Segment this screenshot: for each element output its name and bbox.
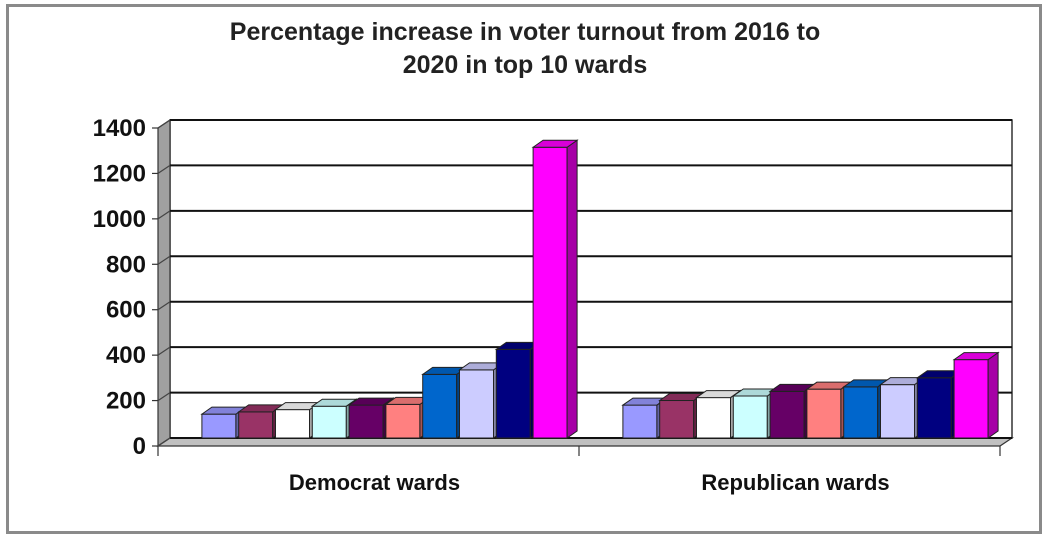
y-axis-ticks: 0 200 400 600 800 1000 1200 1400 xyxy=(93,115,158,460)
y-tick-label: 1400 xyxy=(93,115,146,142)
bar-side xyxy=(566,139,578,439)
bar-front xyxy=(495,348,531,439)
bar-front xyxy=(201,413,237,439)
bar-front xyxy=(459,369,494,439)
bar-front xyxy=(916,377,952,439)
bar-front xyxy=(238,411,274,439)
y-tick-label: 800 xyxy=(106,251,146,278)
gridline-side xyxy=(157,346,171,356)
gridline-side xyxy=(157,210,171,220)
gridline-side xyxy=(157,119,171,129)
y-tick-label: 1000 xyxy=(93,206,146,233)
chart-title-line-1: Percentage increase in voter turnout fro… xyxy=(229,18,821,46)
bar-front xyxy=(532,146,568,439)
bar-top xyxy=(952,352,1000,361)
y-tick-label: 1200 xyxy=(93,160,146,187)
chart-title: Percentage increase in voter turnout fro… xyxy=(0,16,1050,82)
bar xyxy=(347,397,395,439)
bar-front xyxy=(880,384,915,439)
gridline-side xyxy=(157,164,171,174)
gridline-side xyxy=(157,437,171,447)
bar-front xyxy=(843,386,879,439)
bar-top xyxy=(347,397,395,406)
chart-title-line-2: 2020 in top 10 wards xyxy=(402,51,648,79)
bar-front xyxy=(422,373,458,439)
bar-front xyxy=(275,409,310,439)
bar-front xyxy=(696,397,731,439)
bar-front xyxy=(622,404,658,439)
floor xyxy=(156,437,1014,447)
bar-front xyxy=(659,400,695,439)
bar xyxy=(952,351,1000,439)
x-category-label: Republican wards xyxy=(701,470,889,495)
x-axis-labels: Democrat wards Republican wards xyxy=(157,446,1001,495)
bar-front xyxy=(732,395,768,439)
bar-front xyxy=(311,405,347,439)
y-tick-label: 600 xyxy=(106,297,146,324)
x-category-label: Democrat wards xyxy=(289,470,460,495)
bar-front xyxy=(769,390,805,439)
bar-front xyxy=(348,404,384,439)
y-tick-label: 0 xyxy=(133,433,146,460)
bar-side xyxy=(987,351,999,439)
gridline-side xyxy=(157,301,171,311)
y-tick-label: 200 xyxy=(106,388,146,415)
bar-top xyxy=(531,139,579,148)
bar xyxy=(531,139,579,439)
gridline-side xyxy=(157,392,171,402)
bar-front xyxy=(385,403,421,439)
y-tick-label: 400 xyxy=(106,342,146,369)
gridline-side xyxy=(157,255,171,265)
bar-front xyxy=(806,388,842,439)
bar-front xyxy=(953,359,989,439)
bar-top xyxy=(310,398,358,407)
chart-bars xyxy=(200,139,1000,439)
